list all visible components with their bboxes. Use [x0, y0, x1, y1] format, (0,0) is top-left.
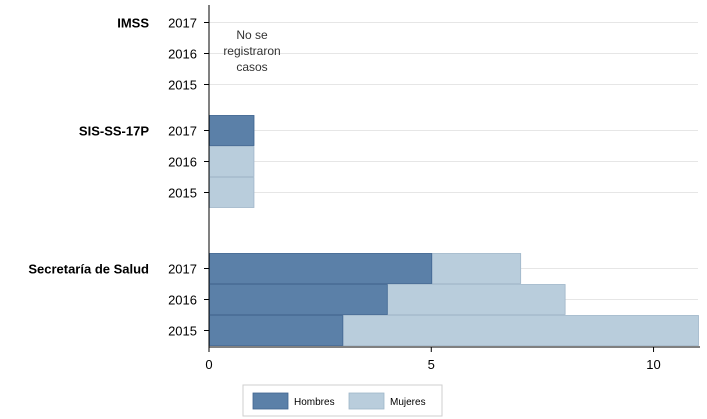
bar-hombres	[209, 284, 388, 315]
no-data-note: casos	[236, 60, 267, 74]
year-label: 2015	[168, 78, 197, 93]
year-label: 2017	[168, 262, 197, 277]
bar-hombres	[209, 315, 344, 346]
group-label: SIS-SS-17P	[79, 124, 149, 139]
legend-label-mujeres: Mujeres	[390, 397, 426, 408]
bars	[209, 115, 699, 346]
x-tick-label: 10	[646, 357, 660, 372]
year-label: 2016	[168, 155, 197, 170]
year-label: 2015	[168, 324, 197, 339]
group-label: Secretaría de Salud	[28, 262, 149, 277]
year-label: 2016	[168, 47, 197, 62]
axes	[204, 5, 700, 352]
legend-label-hombres: Hombres	[294, 397, 335, 408]
bar-mujeres	[209, 177, 255, 208]
bar-mujeres	[209, 146, 255, 177]
group-label: IMSS	[117, 16, 149, 31]
year-label: 2016	[168, 293, 197, 308]
no-data-note: registraron	[223, 44, 280, 58]
bar-hombres	[209, 253, 433, 284]
bar-hombres	[209, 115, 255, 146]
x-tick-label: 0	[205, 357, 212, 372]
year-label: 2015	[168, 186, 197, 201]
year-label: 2017	[168, 124, 197, 139]
legend: Hombres Mujeres	[242, 384, 443, 417]
x-tick-label: 5	[428, 357, 435, 372]
no-data-note: No se	[236, 28, 268, 42]
labels: IMSS 2017 2016 2015 No se registraron casos SIS…	[28, 16, 660, 373]
legend-swatch-mujeres	[348, 392, 385, 410]
year-label: 2017	[168, 16, 197, 31]
legend-swatch-hombres	[252, 392, 289, 410]
